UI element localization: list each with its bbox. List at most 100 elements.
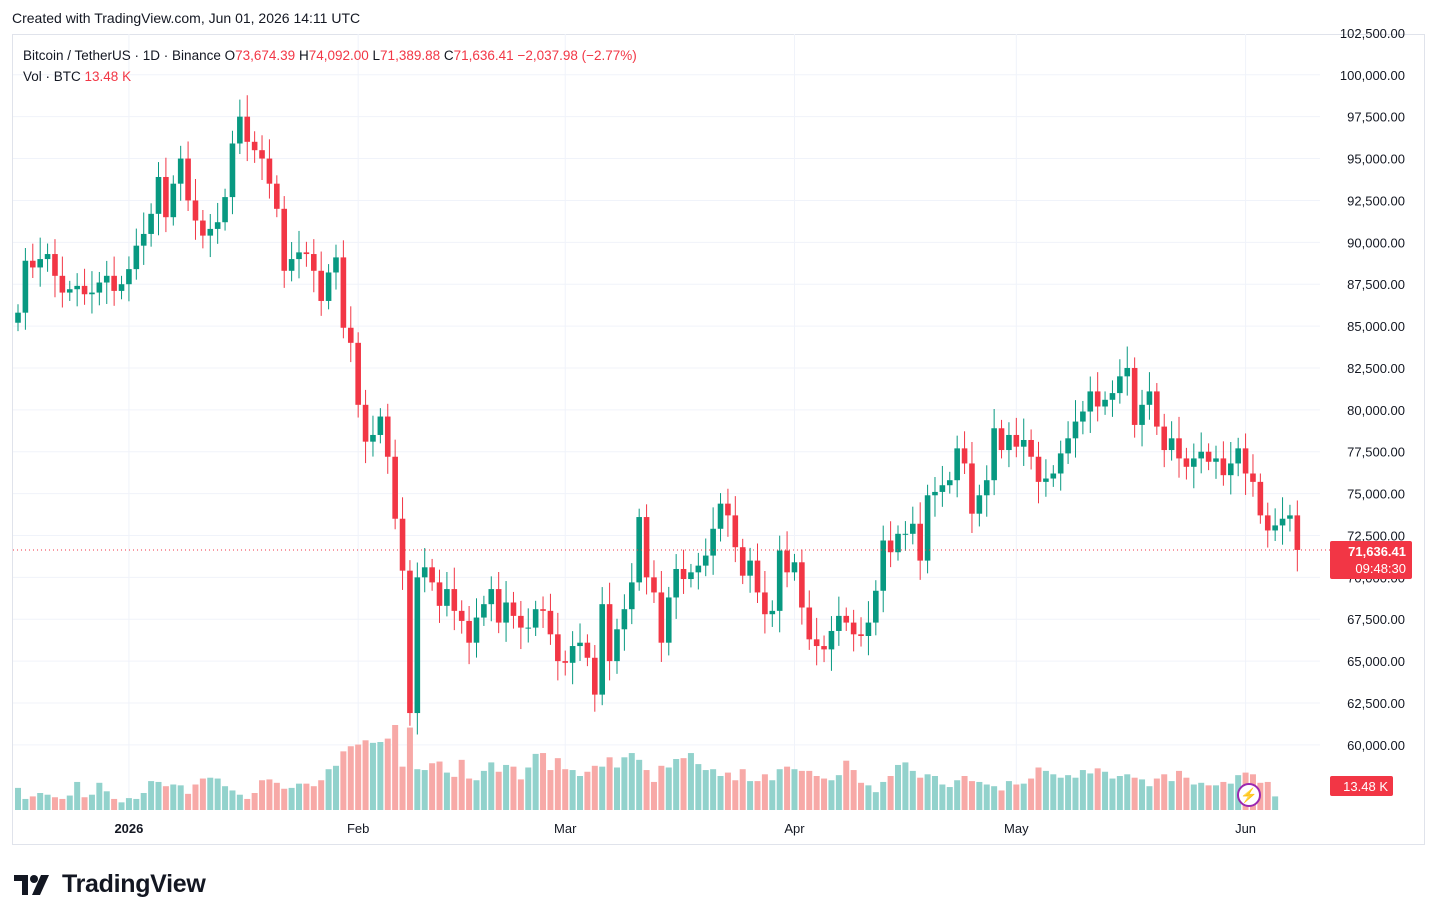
candle-body (599, 604, 606, 695)
candle-body (991, 428, 997, 481)
candle-body (532, 609, 539, 628)
volume-bar (384, 738, 391, 810)
symbol-title[interactable]: Bitcoin / TetherUS · 1D · Binance (23, 48, 221, 63)
volume-bar (813, 776, 820, 810)
candle-body (969, 463, 975, 514)
candle (392, 439, 398, 530)
candle (1072, 400, 1079, 458)
volume-bar (1057, 777, 1064, 810)
candle-body (81, 285, 88, 295)
candle-body (44, 254, 51, 260)
candle-body (340, 257, 347, 328)
volume-bar (584, 771, 591, 810)
candle (584, 634, 591, 667)
volume-bar (88, 794, 95, 810)
volume-bar (229, 790, 236, 810)
volume-bar (769, 780, 776, 810)
candle (924, 484, 931, 574)
volume-label[interactable]: Vol · BTC (23, 69, 81, 84)
candle (569, 631, 576, 685)
volume-bar (858, 782, 865, 810)
volume-bar (273, 782, 280, 810)
candle-body (836, 615, 842, 631)
time-tick-label: 2026 (114, 821, 143, 836)
candle (858, 617, 864, 647)
candle-body (52, 254, 58, 276)
candle-body (1013, 434, 1020, 447)
volume-bar (613, 767, 620, 810)
candle (873, 580, 879, 636)
candle-body (229, 143, 236, 198)
candle-body (954, 448, 960, 481)
volume-bar (1102, 771, 1109, 810)
candle-body (163, 176, 169, 218)
volume-bar (687, 753, 694, 810)
candle-body (695, 565, 702, 573)
volume-bar (636, 759, 643, 810)
last-price-value: 71,636.41 (1348, 544, 1406, 559)
candle (1176, 416, 1182, 478)
candle-body (170, 183, 177, 218)
candle (1131, 357, 1138, 438)
price-tick-label: 90,000.00 (1347, 235, 1405, 250)
price-tick-label: 65,000.00 (1347, 654, 1405, 669)
volume-bar (517, 779, 524, 810)
price-tick-label: 102,500.00 (1340, 26, 1405, 41)
legend-volume-row: Vol · BTC 13.48 K (23, 66, 637, 87)
volume-bar (355, 744, 362, 810)
candle-body (1043, 478, 1049, 482)
legend-ohlc-row: Bitcoin / TetherUS · 1D · Binance O73,67… (23, 45, 637, 66)
candle (525, 608, 532, 643)
candle-body (614, 629, 620, 662)
candle (651, 560, 657, 603)
price-tick-label: 95,000.00 (1347, 152, 1405, 167)
candle (29, 243, 36, 279)
tradingview-logo[interactable]: TradingView (14, 870, 206, 899)
candle (488, 576, 495, 622)
candle (103, 260, 110, 304)
volume-bar (991, 786, 998, 810)
candle (909, 506, 916, 545)
candle (214, 202, 221, 244)
candle (1191, 443, 1197, 489)
volume-bar (569, 770, 576, 810)
candle-body (1028, 439, 1034, 457)
candle (458, 600, 465, 634)
candle (806, 590, 813, 650)
volume-bar (51, 797, 58, 810)
candle (1213, 445, 1219, 479)
volume-bar (1013, 784, 1020, 810)
candle-body (103, 275, 110, 283)
candle-body (384, 416, 391, 457)
candle-body (1287, 515, 1293, 519)
candle (1220, 441, 1227, 486)
candle (192, 178, 199, 240)
volume-bar (392, 725, 399, 810)
candle (739, 538, 746, 585)
candle (628, 563, 635, 625)
volume-bar (59, 798, 66, 810)
candle (407, 560, 413, 726)
volume-bar (207, 777, 214, 810)
candle-body (555, 634, 561, 662)
candle (695, 552, 702, 590)
candle-body (89, 292, 95, 295)
volume-bar (155, 781, 162, 810)
volume-bar (1205, 785, 1212, 810)
lightning-icon[interactable]: ⚡ (1237, 783, 1261, 807)
candle (399, 497, 406, 590)
logo-text: TradingView (62, 870, 206, 898)
candle-body (126, 269, 132, 285)
volume-bar (1153, 778, 1160, 810)
candle (229, 130, 236, 215)
volume-bar (739, 769, 746, 810)
candle (939, 465, 946, 507)
volume-bars (15, 725, 1279, 810)
candle-body (813, 639, 820, 647)
candle (74, 273, 80, 307)
candle (895, 525, 901, 561)
volume-bar (865, 785, 872, 810)
candle (998, 419, 1005, 459)
candle (821, 635, 827, 663)
